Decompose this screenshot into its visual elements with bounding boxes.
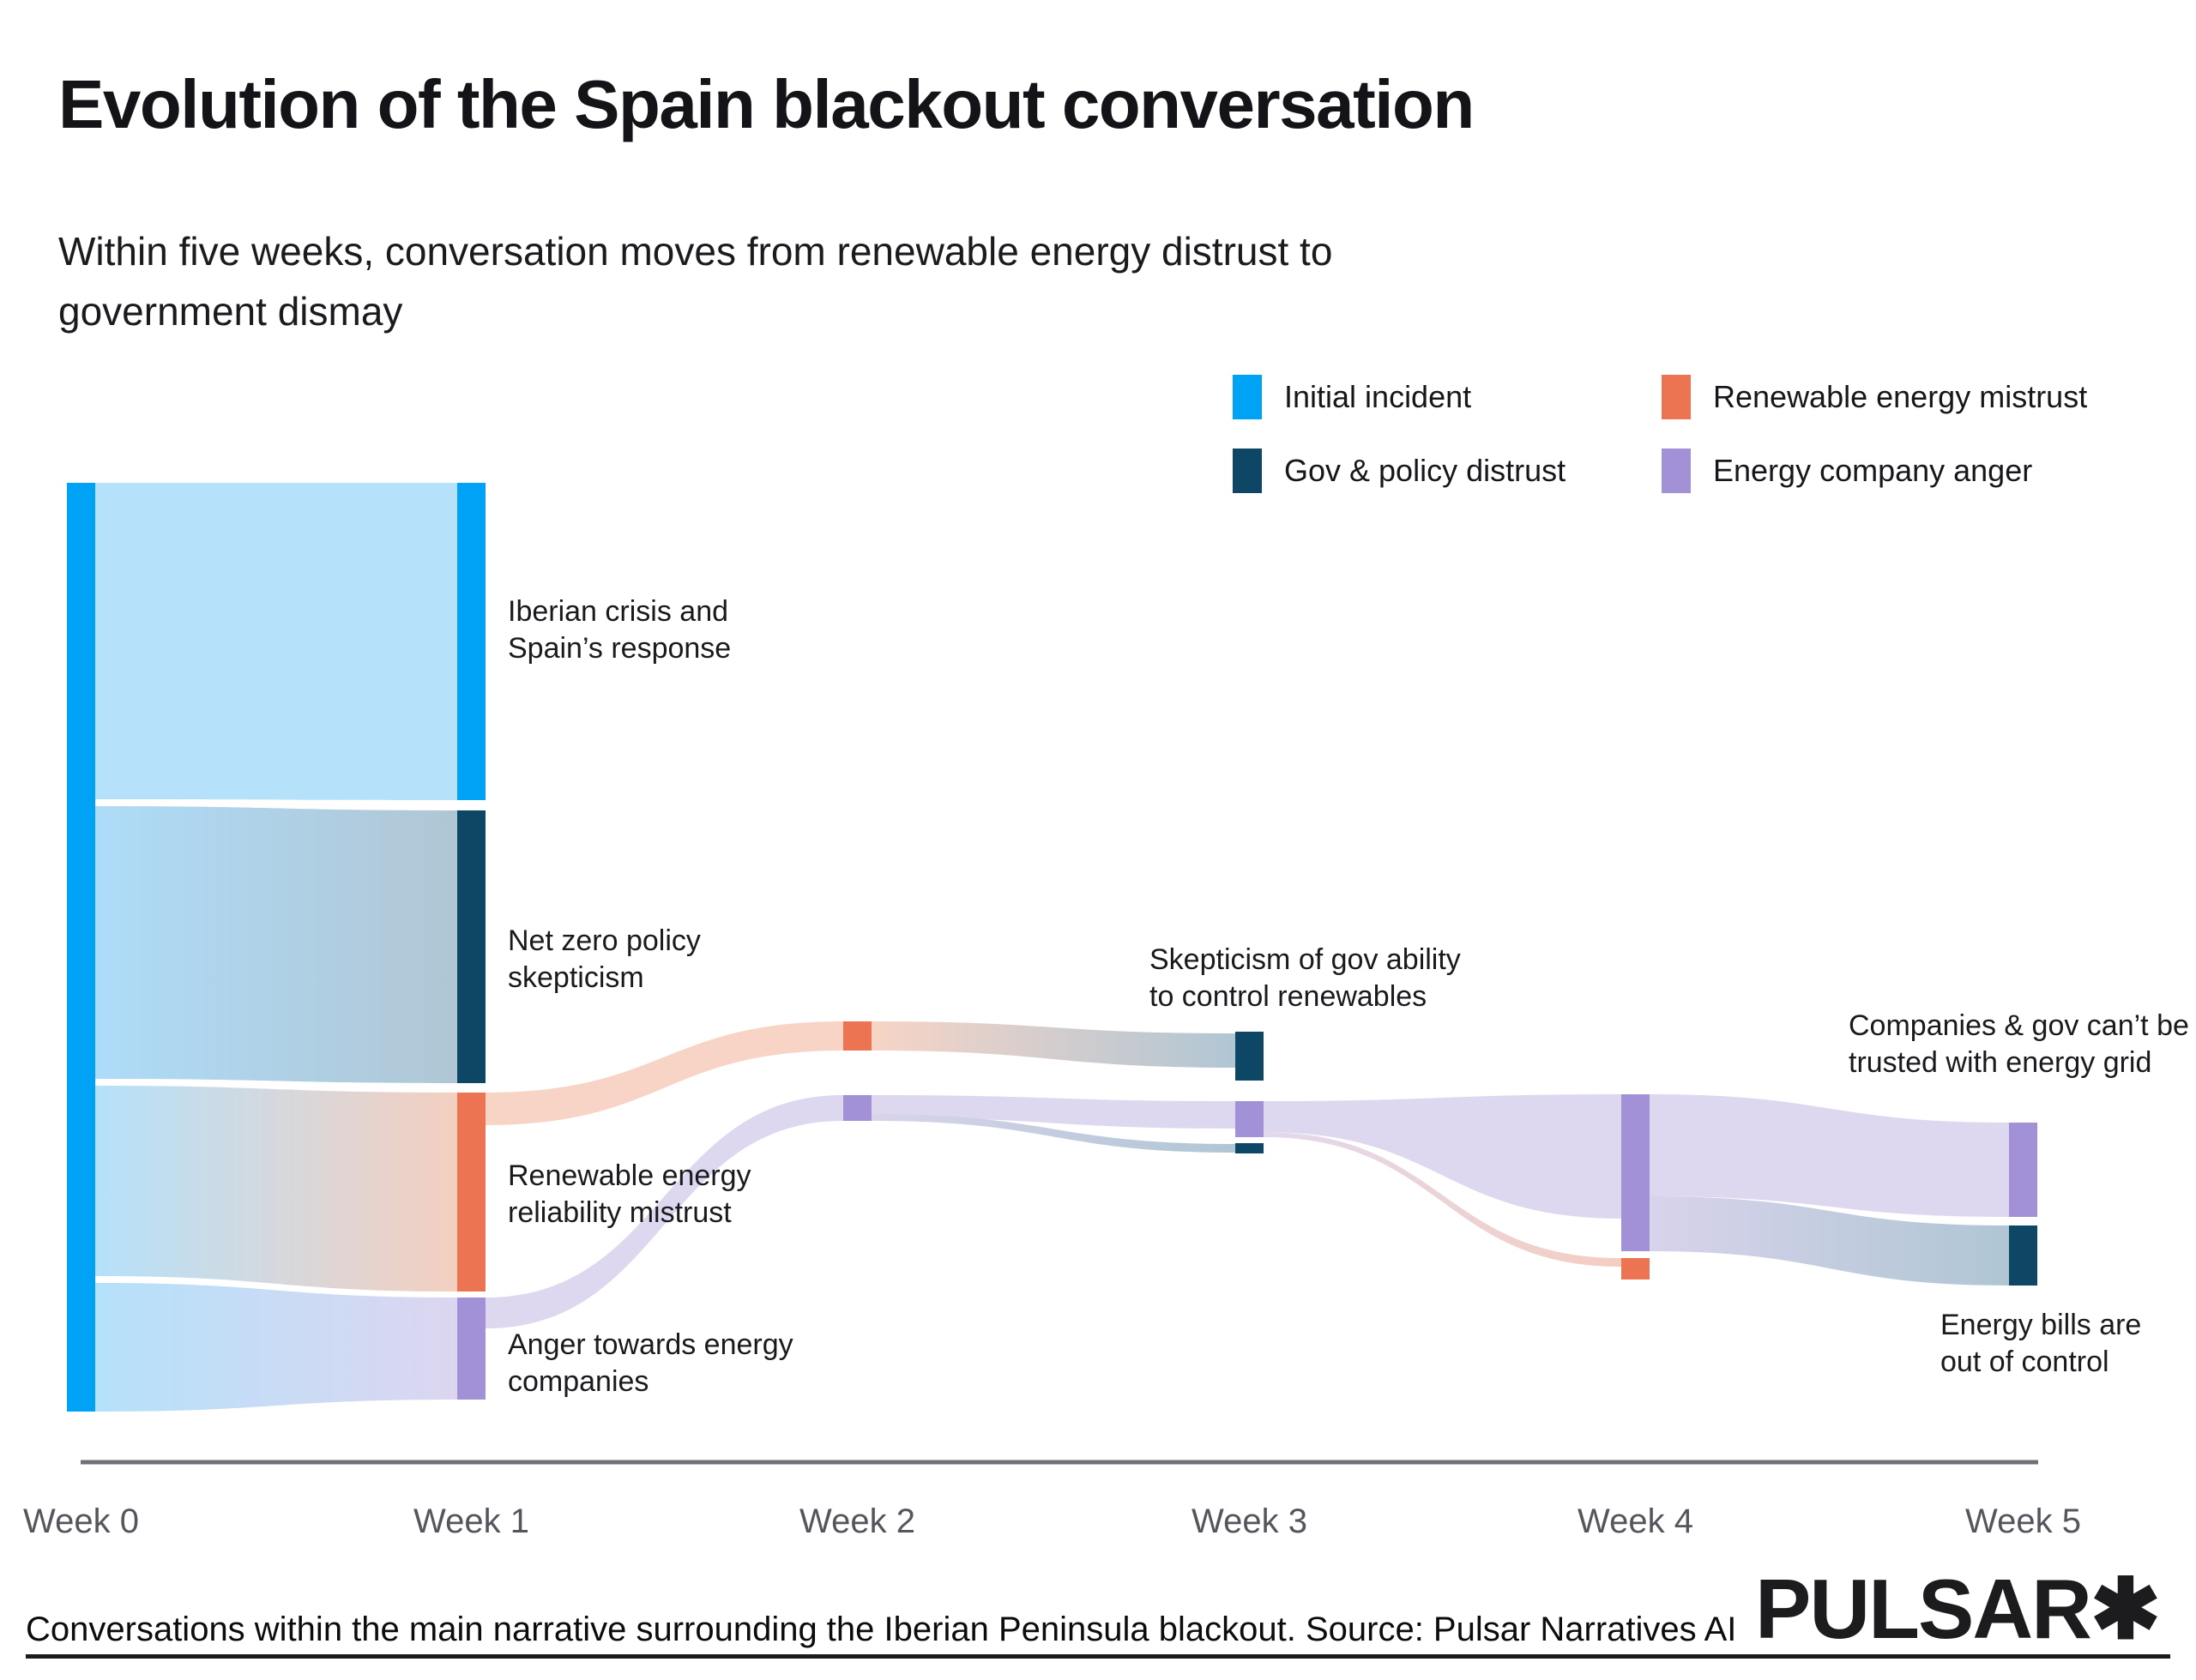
bottom-rule bbox=[26, 1654, 2170, 1659]
sankey-link-w2_anger-w3_gov_small bbox=[872, 1114, 1235, 1153]
legend-swatch-initial-incident bbox=[1233, 375, 1262, 419]
axis-label-week-3: Week 3 bbox=[1192, 1502, 1307, 1540]
node-label-w1_renewable: Renewable energy reliability mistrust bbox=[508, 1159, 751, 1229]
page-title: Evolution of the Spain blackout conversa… bbox=[58, 66, 1475, 142]
sankey-node-w3_skepticism bbox=[1235, 1032, 1264, 1081]
sankey-link-w2_renewable-w3_skepticism bbox=[872, 1021, 1235, 1068]
sankey-node-w2_renewable bbox=[843, 1021, 872, 1051]
sankey-node-w4_anger bbox=[1621, 1094, 1650, 1251]
node-label-w3_skepticism: Skepticism of gov ability to control rene… bbox=[1149, 943, 1461, 1013]
sankey-link-w0-w1_netzero bbox=[95, 806, 457, 1083]
axis-label-week-0: Week 0 bbox=[23, 1502, 139, 1540]
node-label-w1_iberian: Iberian crisis and Spain’s response bbox=[508, 595, 732, 665]
chart-caption: Conversations within the main narrative … bbox=[26, 1611, 1737, 1648]
sankey-link-w1_anger-w2_anger bbox=[486, 1095, 843, 1328]
legend: Initial incident Renewable energy mistru… bbox=[1233, 375, 2125, 493]
sankey-link-w0-w1_anger bbox=[95, 1283, 457, 1412]
sankey-node-w3_anger bbox=[1235, 1101, 1264, 1137]
sankey-node-w1_anger bbox=[457, 1298, 486, 1400]
legend-item-gov-policy-distrust: Gov & policy distrust bbox=[1233, 449, 1662, 493]
subtitle-line-2: government dismay bbox=[58, 289, 403, 334]
sankey-node-w4_renewable bbox=[1621, 1258, 1650, 1280]
legend-item-renewable-mistrust: Renewable energy mistrust bbox=[1662, 375, 2125, 419]
legend-item-initial-incident: Initial incident bbox=[1233, 375, 1662, 419]
axis-label-week-1: Week 1 bbox=[413, 1502, 529, 1540]
pulsar-logo: PULSAR✱ bbox=[1754, 1562, 2161, 1656]
sankey-link-w3_anger-w4_anger bbox=[1264, 1094, 1621, 1219]
node-label-w5_bills: Energy bills are out of control bbox=[1940, 1309, 2142, 1378]
sankey-node-w0 bbox=[67, 483, 95, 1412]
legend-swatch-renewable-mistrust bbox=[1662, 375, 1691, 419]
legend-label: Gov & policy distrust bbox=[1284, 453, 1566, 488]
legend-swatch-gov-policy-distrust bbox=[1233, 449, 1262, 493]
sankey-node-w1_iberian bbox=[457, 483, 486, 800]
page-subtitle: Within five weeks, conversation moves fr… bbox=[58, 221, 1332, 341]
sankey-link-w2_anger-w3_anger bbox=[872, 1095, 1235, 1129]
node-label-w5_companies: Companies & gov can’t be trusted with ene… bbox=[1849, 1009, 2189, 1079]
sankey-link-w4_anger-w5_bills bbox=[1650, 1196, 2009, 1286]
sankey-link-w4_anger-w5_companies bbox=[1650, 1094, 2009, 1217]
sankey-node-w1_renewable bbox=[457, 1093, 486, 1292]
sankey-link-w0-w1_renewable bbox=[95, 1086, 457, 1292]
axis-label-week-2: Week 2 bbox=[799, 1502, 915, 1540]
sankey-link-w3_anger-w4_renewable bbox=[1264, 1132, 1621, 1267]
legend-label: Initial incident bbox=[1284, 379, 1472, 414]
sankey-node-w3_gov_small bbox=[1235, 1143, 1264, 1153]
axis-label-week-4: Week 4 bbox=[1578, 1502, 1693, 1540]
sankey-node-w2_anger bbox=[843, 1095, 872, 1121]
legend-swatch-energy-company-anger bbox=[1662, 449, 1691, 493]
subtitle-line-1: Within five weeks, conversation moves fr… bbox=[58, 229, 1333, 274]
sankey-node-w5_bills bbox=[2009, 1225, 2037, 1286]
sankey-node-w1_netzero bbox=[457, 810, 486, 1083]
node-label-w1_netzero: Net zero policy skepticism bbox=[508, 924, 701, 994]
sankey-link-w1_renewable-w2_renewable bbox=[486, 1021, 843, 1125]
axis-label-week-5: Week 5 bbox=[1965, 1502, 2081, 1540]
sankey-link-w0-w1_iberian bbox=[95, 483, 457, 800]
node-label-w1_anger: Anger towards energy companies bbox=[508, 1328, 793, 1398]
legend-label: Renewable energy mistrust bbox=[1713, 379, 2088, 414]
legend-item-energy-company-anger: Energy company anger bbox=[1662, 449, 2125, 493]
sankey-node-w5_companies bbox=[2009, 1123, 2037, 1217]
legend-label: Energy company anger bbox=[1713, 453, 2033, 488]
